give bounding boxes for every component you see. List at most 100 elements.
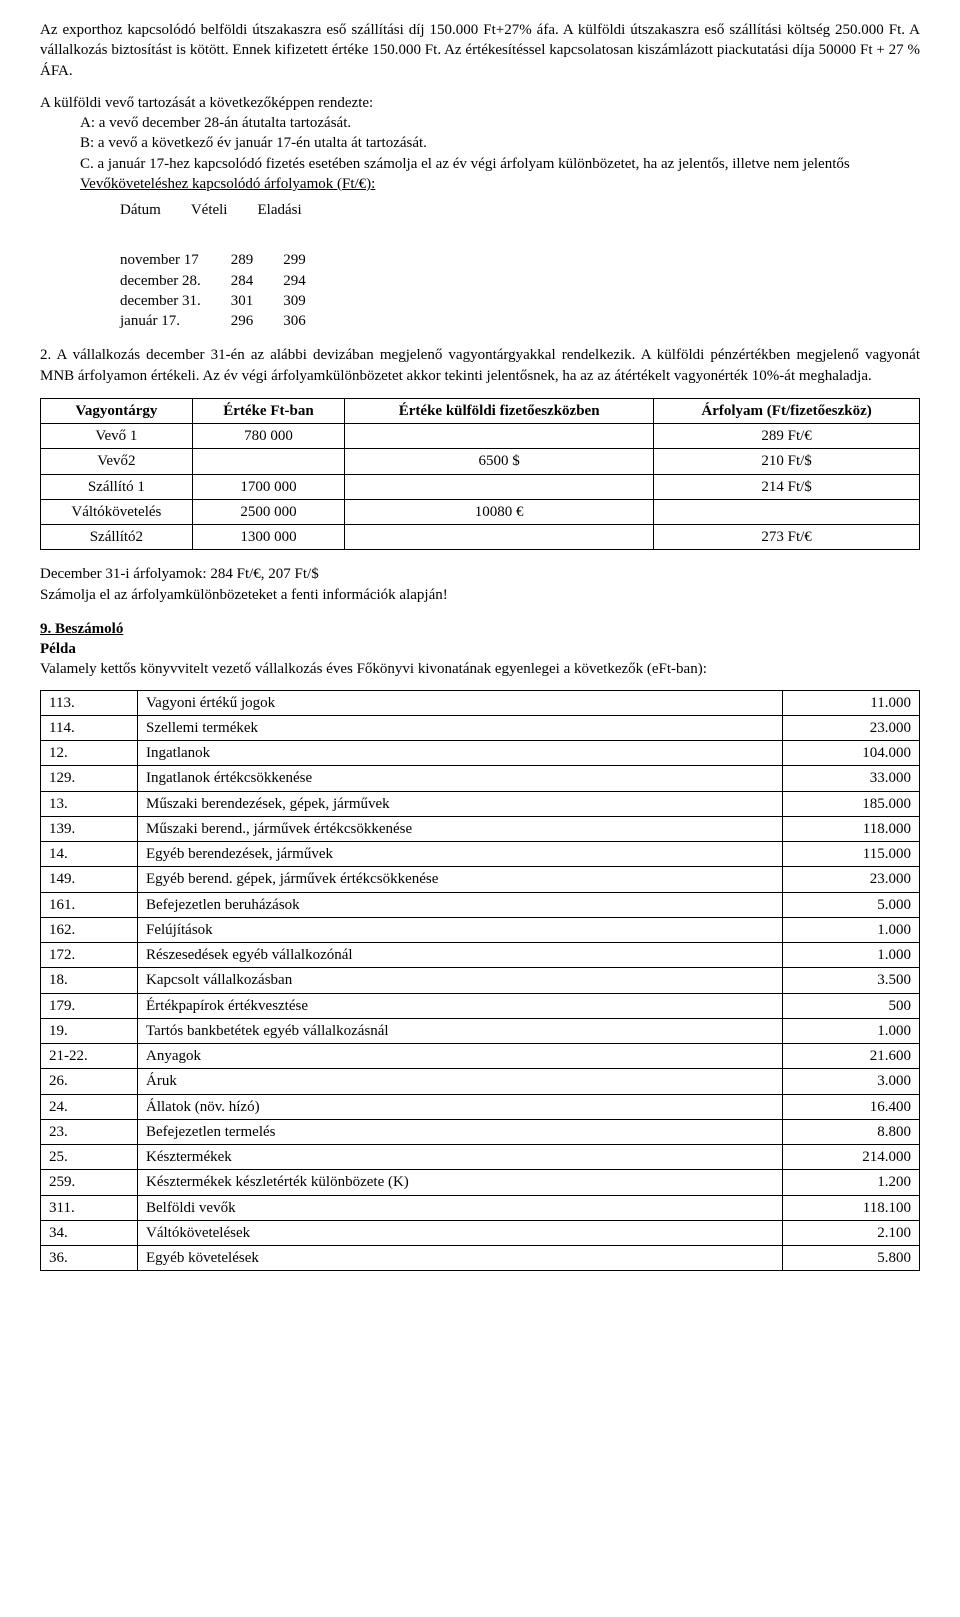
ledger-cell-number: 24. (41, 1094, 138, 1119)
ledger-row: 114.Szellemi termékek23.000 (41, 715, 920, 740)
ledger-cell-value: 23.000 (783, 715, 920, 740)
ledger-cell-name: Anyagok (138, 1044, 783, 1069)
rates-row: január 17.296306 (120, 311, 336, 331)
ledger-cell-value: 11.000 (783, 690, 920, 715)
assets-cell-ft: 780 000 (192, 424, 344, 449)
ledger-cell-name: Váltókövetelések (138, 1220, 783, 1245)
ledger-cell-number: 14. (41, 842, 138, 867)
ledger-cell-value: 21.600 (783, 1044, 920, 1069)
rates-cell-sell: 306 (283, 311, 336, 331)
ledger-row: 14.Egyéb berendezések, járművek115.000 (41, 842, 920, 867)
ledger-cell-value: 5.800 (783, 1246, 920, 1271)
ledger-row: 24.Állatok (növ. hízó)16.400 (41, 1094, 920, 1119)
rates-h-date: Dátum (120, 200, 191, 220)
ledger-cell-number: 259. (41, 1170, 138, 1195)
ledger-cell-number: 172. (41, 943, 138, 968)
ledger-cell-value: 33.000 (783, 766, 920, 791)
assets-cell-ft: 1300 000 (192, 525, 344, 550)
dec31-rates-line: December 31-i árfolyamok: 284 Ft/€, 207 … (40, 564, 920, 584)
ledger-row: 12.Ingatlanok104.000 (41, 741, 920, 766)
ledger-cell-value: 104.000 (783, 741, 920, 766)
assets-row: Váltókövetelés2500 00010080 € (41, 499, 920, 524)
ledger-cell-number: 34. (41, 1220, 138, 1245)
ledger-cell-name: Egyéb berend. gépek, járművek értékcsökk… (138, 867, 783, 892)
paragraph-export-costs: Az exporthoz kapcsolódó belföldi útszaka… (40, 20, 920, 81)
ledger-row: 25.Késztermékek214.000 (41, 1145, 920, 1170)
ledger-cell-name: Műszaki berendezések, gépek, járművek (138, 791, 783, 816)
ledger-cell-number: 19. (41, 1018, 138, 1043)
rates-cell-date: december 31. (120, 291, 231, 311)
assets-cell-ft: 2500 000 (192, 499, 344, 524)
ledger-row: 179.Értékpapírok értékvesztése500 (41, 993, 920, 1018)
ledger-cell-name: Értékpapírok értékvesztése (138, 993, 783, 1018)
rates-cell-sell: 309 (283, 291, 336, 311)
assets-cell-name: Váltókövetelés (41, 499, 193, 524)
rates-cell-buy: 289 (231, 250, 284, 270)
assets-h-item: Vagyontárgy (41, 398, 193, 423)
rates-cell-sell: 299 (283, 250, 336, 270)
ledger-row: 259.Késztermékek készletérték különbözet… (41, 1170, 920, 1195)
ledger-row: 19.Tartós bankbetétek egyéb vállalkozásn… (41, 1018, 920, 1043)
ledger-cell-value: 185.000 (783, 791, 920, 816)
assets-cell-name: Szállító 1 (41, 474, 193, 499)
ledger-cell-name: Befejezetlen beruházások (138, 892, 783, 917)
ledger-cell-number: 13. (41, 791, 138, 816)
ledger-cell-name: Tartós bankbetétek egyéb vállalkozásnál (138, 1018, 783, 1043)
ledger-cell-value: 214.000 (783, 1145, 920, 1170)
ledger-cell-value: 23.000 (783, 867, 920, 892)
assets-cell-rate: 214 Ft/$ (654, 474, 920, 499)
paragraph-assets-intro: 2. A vállalkozás december 31-én az alább… (40, 345, 920, 386)
ledger-row: 18.Kapcsolt vállalkozásban3.500 (41, 968, 920, 993)
rates-h-buy: Vételi (191, 200, 258, 220)
assets-row: Vevő26500 $210 Ft/$ (41, 449, 920, 474)
ledger-cell-number: 114. (41, 715, 138, 740)
rates-h-sell: Eladási (257, 200, 331, 220)
assets-header-row: Vagyontárgy Értéke Ft-ban Értéke külföld… (41, 398, 920, 423)
ledger-cell-number: 25. (41, 1145, 138, 1170)
ledger-cell-number: 23. (41, 1119, 138, 1144)
ledger-row: 311.Belföldi vevők118.100 (41, 1195, 920, 1220)
assets-cell-fx (345, 474, 654, 499)
ledger-cell-number: 162. (41, 917, 138, 942)
assets-row: Szállító21300 000273 Ft/€ (41, 525, 920, 550)
ledger-cell-name: Áruk (138, 1069, 783, 1094)
ledger-cell-number: 36. (41, 1246, 138, 1271)
rates-row: november 17289299 (120, 250, 336, 270)
ledger-cell-name: Egyéb berendezések, járművek (138, 842, 783, 867)
assets-cell-name: Vevő 1 (41, 424, 193, 449)
rates-row: december 28.284294 (120, 271, 336, 291)
ledger-cell-number: 26. (41, 1069, 138, 1094)
rates-cell-buy: 284 (231, 271, 284, 291)
ledger-cell-name: Műszaki berend., járművek értékcsökkenés… (138, 816, 783, 841)
rates-row: december 31.301309 (120, 291, 336, 311)
ledger-cell-number: 21-22. (41, 1044, 138, 1069)
task-line: Számolja el az árfolyamkülönbözeteket a … (40, 585, 920, 605)
section-9-subtitle: Példa (40, 639, 920, 659)
rates-cell-date: november 17 (120, 250, 231, 270)
ledger-cell-number: 129. (41, 766, 138, 791)
assets-cell-fx: 6500 $ (345, 449, 654, 474)
ledger-row: 113.Vagyoni értékű jogok11.000 (41, 690, 920, 715)
ledger-cell-value: 1.000 (783, 943, 920, 968)
assets-h-ft: Értéke Ft-ban (192, 398, 344, 423)
settlement-lead: A külföldi vevő tartozását a következőké… (40, 93, 920, 113)
ledger-cell-name: Késztermékek készletérték különbözete (K… (138, 1170, 783, 1195)
ledger-cell-value: 16.400 (783, 1094, 920, 1119)
ledger-row: 36.Egyéb követelések5.800 (41, 1246, 920, 1271)
ledger-cell-value: 3.500 (783, 968, 920, 993)
ledger-cell-number: 149. (41, 867, 138, 892)
ledger-row: 172.Részesedések egyéb vállalkozónál1.00… (41, 943, 920, 968)
ledger-cell-value: 1.000 (783, 1018, 920, 1043)
assets-cell-rate: 273 Ft/€ (654, 525, 920, 550)
ledger-cell-number: 161. (41, 892, 138, 917)
rates-cell-buy: 301 (231, 291, 284, 311)
ledger-row: 34.Váltókövetelések2.100 (41, 1220, 920, 1245)
ledger-row: 149.Egyéb berend. gépek, járművek értékc… (41, 867, 920, 892)
rates-header-table: Dátum Vételi Eladási (120, 200, 332, 220)
ledger-cell-number: 139. (41, 816, 138, 841)
ledger-row: 161.Befejezetlen beruházások5.000 (41, 892, 920, 917)
ledger-cell-name: Állatok (növ. hízó) (138, 1094, 783, 1119)
ledger-cell-value: 118.000 (783, 816, 920, 841)
ledger-cell-value: 1.200 (783, 1170, 920, 1195)
rates-cell-sell: 294 (283, 271, 336, 291)
